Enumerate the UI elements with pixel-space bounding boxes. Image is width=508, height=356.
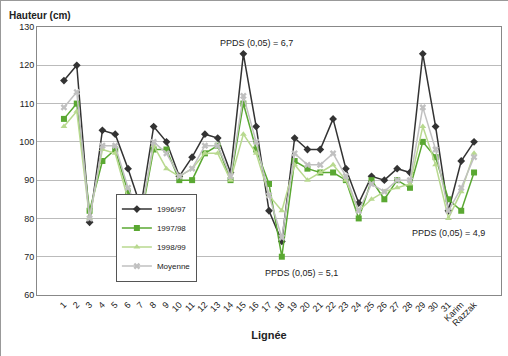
svg-text:16: 16 bbox=[247, 300, 261, 314]
svg-text:21: 21 bbox=[311, 300, 325, 314]
svg-text:22: 22 bbox=[324, 300, 338, 314]
svg-text:1996/97: 1996/97 bbox=[157, 205, 186, 214]
svg-text:70: 70 bbox=[24, 252, 34, 262]
svg-text:29: 29 bbox=[413, 300, 427, 314]
svg-text:31: 31 bbox=[439, 300, 453, 314]
svg-text:1: 1 bbox=[58, 300, 69, 311]
svg-text:7: 7 bbox=[135, 300, 146, 311]
svg-text:28: 28 bbox=[400, 300, 414, 314]
svg-text:18: 18 bbox=[272, 300, 286, 314]
svg-text:Razzak: Razzak bbox=[450, 299, 479, 328]
svg-text:17: 17 bbox=[259, 300, 273, 314]
svg-text:90: 90 bbox=[24, 175, 34, 185]
svg-text:110: 110 bbox=[20, 99, 34, 109]
svg-text:PPDS (0,05) = 6,7: PPDS (0,05) = 6,7 bbox=[220, 38, 293, 48]
svg-text:5: 5 bbox=[109, 300, 120, 311]
svg-text:100: 100 bbox=[19, 137, 34, 147]
svg-text:Karim: Karim bbox=[442, 300, 466, 324]
svg-text:120: 120 bbox=[19, 60, 34, 70]
svg-text:6: 6 bbox=[122, 300, 133, 311]
svg-text:1997/98: 1997/98 bbox=[157, 224, 186, 233]
svg-text:20: 20 bbox=[298, 300, 312, 314]
svg-text:Moyenne: Moyenne bbox=[157, 262, 190, 271]
svg-text:13: 13 bbox=[208, 300, 222, 314]
svg-text:PPDS (0,05) = 4,9: PPDS (0,05) = 4,9 bbox=[412, 228, 485, 238]
svg-text:12: 12 bbox=[195, 300, 209, 314]
svg-text:1998/99: 1998/99 bbox=[157, 243, 186, 252]
svg-text:60: 60 bbox=[24, 290, 34, 300]
svg-text:3: 3 bbox=[84, 300, 95, 311]
svg-text:19: 19 bbox=[285, 300, 299, 314]
svg-text:9: 9 bbox=[160, 300, 171, 311]
svg-text:Lignée: Lignée bbox=[251, 329, 286, 341]
svg-text:10: 10 bbox=[170, 300, 184, 314]
svg-text:PPDS (0,05) = 5,1: PPDS (0,05) = 5,1 bbox=[265, 268, 338, 278]
svg-text:130: 130 bbox=[19, 22, 34, 32]
svg-text:15: 15 bbox=[234, 300, 248, 314]
svg-text:23: 23 bbox=[336, 300, 350, 314]
svg-text:30: 30 bbox=[426, 300, 440, 314]
svg-text:2: 2 bbox=[71, 300, 82, 311]
svg-text:11: 11 bbox=[183, 300, 197, 314]
svg-text:80: 80 bbox=[24, 214, 34, 224]
svg-text:8: 8 bbox=[148, 300, 159, 311]
svg-text:24: 24 bbox=[349, 300, 363, 314]
svg-text:Hauteur (cm): Hauteur (cm) bbox=[9, 10, 71, 21]
svg-text:14: 14 bbox=[221, 300, 235, 314]
svg-text:27: 27 bbox=[388, 300, 402, 314]
svg-text:26: 26 bbox=[375, 300, 389, 314]
svg-text:4: 4 bbox=[96, 300, 107, 311]
svg-text:25: 25 bbox=[362, 300, 376, 314]
